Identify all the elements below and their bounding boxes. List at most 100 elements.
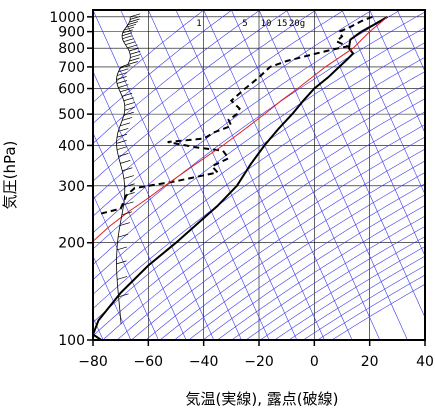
wind-barb: [116, 146, 128, 151]
wind-barb: [122, 29, 133, 34]
isotherm-line: [93, 10, 242, 340]
x-tick-label: 20: [361, 354, 379, 370]
y-tick-label: 800: [58, 41, 85, 57]
dry-adiabat-line: [116, 124, 425, 340]
wind-barb: [120, 64, 131, 69]
dry-adiabat-line: [93, 27, 425, 265]
dry-adiabat-line: [188, 183, 425, 340]
isotherm-line: [93, 132, 187, 340]
dry-adiabat-line: [93, 56, 425, 295]
dry-adiabat-line: [93, 10, 373, 217]
sounding-profiles: [93, 15, 389, 340]
wind-barb: [118, 293, 129, 298]
wind-barb: [124, 102, 135, 106]
y-axis-title: 気圧(hPa): [1, 141, 19, 210]
isotherm-line: [231, 10, 381, 340]
wind-barb: [119, 222, 131, 226]
wind-barb: [116, 246, 127, 251]
y-tick-label: 600: [58, 82, 85, 98]
x-tick-label: −20: [244, 354, 274, 370]
wind-barb: [123, 201, 134, 206]
wind-barb: [120, 122, 131, 127]
wind-barb: [120, 160, 131, 164]
dry-adiabat-line: [145, 148, 425, 340]
y-tick-label: 900: [58, 25, 85, 41]
dry-adiabat-line: [159, 160, 425, 340]
x-tick-label: −40: [189, 354, 219, 370]
isotherm-line: [341, 10, 425, 196]
wind-barb: [118, 233, 129, 238]
mixing-ratio-label: 10: [261, 19, 272, 29]
wind-barb: [122, 35, 133, 40]
y-tick-label: 400: [58, 138, 85, 154]
wind-barb: [129, 57, 140, 62]
dry-adiabat-line: [93, 98, 425, 337]
x-tick-label: −80: [78, 354, 108, 370]
isotherm-line: [120, 10, 270, 340]
dry-adiabat-line: [102, 111, 425, 340]
wind-barb: [130, 50, 141, 55]
isotherm-line: [258, 10, 408, 340]
wind-barb: [123, 175, 134, 179]
x-axis: −80 −60 −40 −20 0 20 40: [78, 340, 434, 370]
parcel-line: [93, 16, 388, 242]
wind-barb: [125, 41, 136, 46]
wind-barb: [116, 133, 128, 138]
y-tick-label: 500: [58, 107, 85, 123]
x-tick-label: 0: [310, 354, 319, 370]
dry-adiabat-line: [93, 10, 345, 200]
wind-barb: [130, 13, 141, 18]
wind-barb: [122, 92, 133, 97]
wind-barb: [122, 167, 133, 172]
y-tick-label: 300: [58, 179, 85, 195]
dry-adiabat-line: [93, 11, 425, 250]
dry-adiabat-line: [174, 172, 425, 340]
wind-profile-line: [116, 16, 131, 325]
mixing-ratio-label: 20g: [289, 19, 305, 29]
mixing-ratio-label: 1: [196, 19, 201, 29]
wind-barb: [123, 38, 134, 42]
dry-adiabat-line: [217, 205, 425, 340]
isotherm-line: [314, 10, 425, 257]
y-tick-label: 100: [58, 333, 85, 349]
dry-adiabat-line: [93, 10, 317, 182]
wind-barb: [123, 111, 134, 116]
wind-barb: [116, 76, 127, 80]
wind-barb: [129, 18, 140, 23]
dry-adiabat-line: [93, 10, 233, 124]
dry-adiabat-line: [93, 42, 425, 281]
wind-barb: [127, 61, 138, 65]
y-tick-label: 700: [58, 60, 85, 76]
wind-barb: [124, 183, 135, 188]
y-tick-label: 200: [58, 236, 85, 252]
dry-adiabat-line: [131, 136, 425, 340]
x-tick-label: 40: [416, 354, 434, 370]
wind-barb: [117, 276, 128, 280]
wind-barb: [127, 21, 139, 25]
isotherm-line: [369, 10, 425, 134]
wind-barb: [121, 211, 133, 216]
wind-barb: [121, 32, 133, 37]
mixing-ratio-labels: 1 5 10 15 20g: [196, 19, 305, 29]
wind-barb: [124, 106, 135, 111]
isotherm-line: [175, 10, 325, 340]
isotherm-line: [93, 255, 132, 340]
wind-barb: [116, 260, 127, 265]
dry-adiabat-line: [93, 10, 205, 103]
isotherm-line: [93, 193, 159, 340]
wind-barb: [130, 16, 141, 20]
wind-barb: [127, 44, 138, 49]
dry-adiabat-line: [93, 10, 261, 144]
dry-adiabat-line: [93, 84, 425, 323]
wind-barb: [123, 26, 135, 31]
wind-barb: [130, 54, 141, 58]
mixing-ratio-label: 5: [242, 19, 247, 29]
wind-barb: [123, 97, 134, 102]
wind-barb: [118, 153, 129, 157]
mixing-ratio-label: 15: [277, 19, 288, 29]
dry-adiabat-line: [93, 10, 289, 164]
isotherm-line: [148, 10, 298, 340]
wind-barb: [118, 68, 129, 73]
